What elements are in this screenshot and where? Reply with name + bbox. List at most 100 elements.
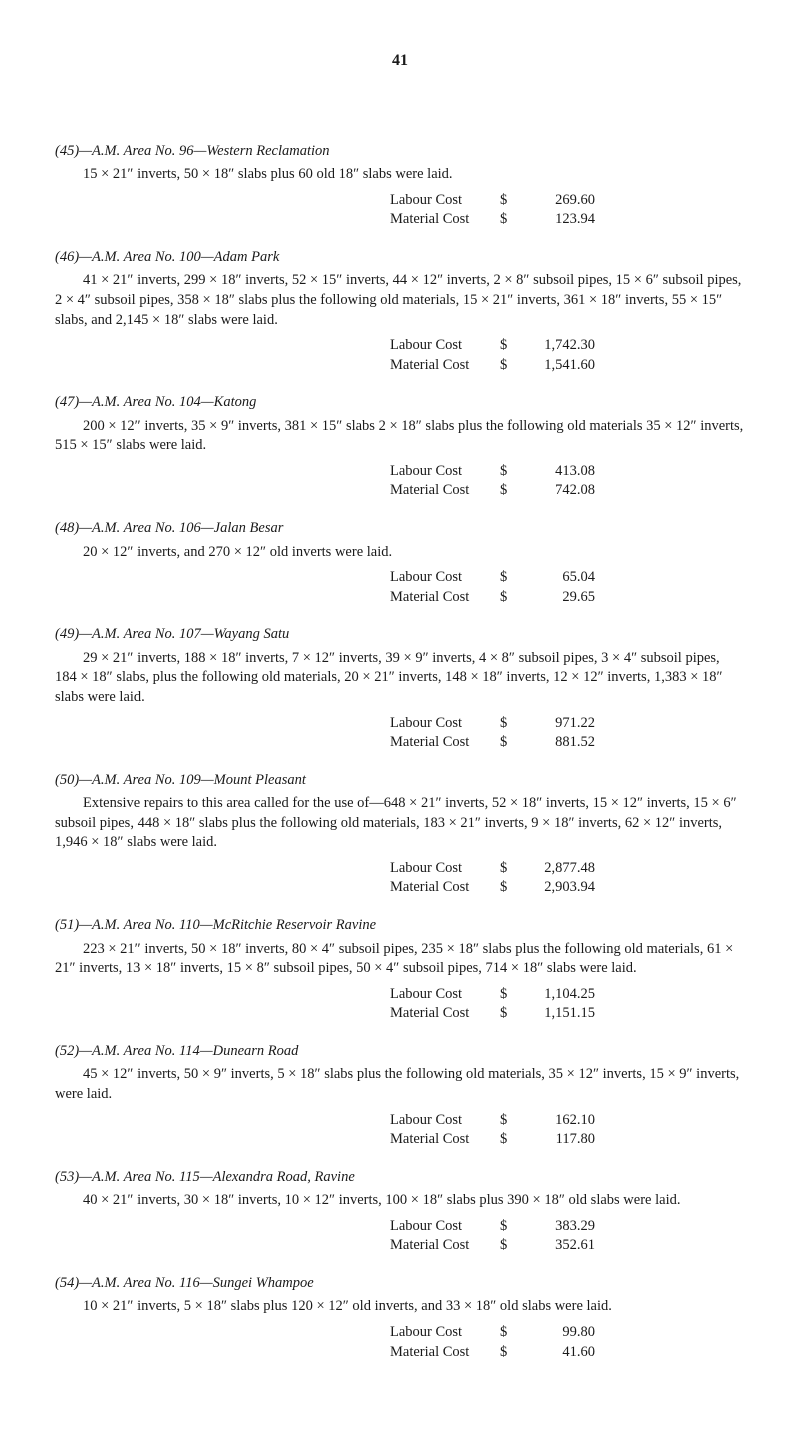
section-body: 223 × 21″ inverts, 50 × 18″ inverts, 80 … <box>55 940 745 979</box>
labour-cost-line: Labour Cost $ 413.08 <box>390 462 595 482</box>
section-heading: (52)—A.M. Area No. 114—Dunearn Road <box>55 1042 745 1062</box>
material-cost-line: Material Cost $ 41.60 <box>390 1343 595 1363</box>
section-heading: (53)—A.M. Area No. 115—Alexandra Road, R… <box>55 1168 745 1188</box>
material-cost-line: Material Cost $ 742.08 <box>390 481 595 501</box>
section-51: (51)—A.M. Area No. 110—McRitchie Reservo… <box>55 916 745 1024</box>
labour-label: Labour Cost <box>390 859 500 879</box>
section-body: Extensive repairs to this area called fo… <box>55 794 745 853</box>
material-label: Material Cost <box>390 878 500 898</box>
currency-symbol: $ <box>500 859 520 879</box>
material-cost-line: Material Cost $ 352.61 <box>390 1236 595 1256</box>
currency-symbol: $ <box>500 1323 520 1343</box>
labour-cost-line: Labour Cost $ 162.10 <box>390 1111 595 1131</box>
material-cost-line: Material Cost $ 1,541.60 <box>390 356 595 376</box>
currency-symbol: $ <box>500 714 520 734</box>
labour-cost-line: Labour Cost $ 2,877.48 <box>390 859 595 879</box>
material-cost-line: Material Cost $ 117.80 <box>390 1130 595 1150</box>
material-value: 117.80 <box>520 1130 595 1150</box>
section-52: (52)—A.M. Area No. 114—Dunearn Road 45 ×… <box>55 1042 745 1150</box>
section-heading: (49)—A.M. Area No. 107—Wayang Satu <box>55 625 745 645</box>
labour-label: Labour Cost <box>390 336 500 356</box>
currency-symbol: $ <box>500 985 520 1005</box>
currency-symbol: $ <box>500 588 520 608</box>
material-value: 881.52 <box>520 733 595 753</box>
currency-symbol: $ <box>500 733 520 753</box>
section-53: (53)—A.M. Area No. 115—Alexandra Road, R… <box>55 1168 745 1256</box>
material-value: 1,151.15 <box>520 1004 595 1024</box>
section-heading: (45)—A.M. Area No. 96—Western Reclamatio… <box>55 142 745 162</box>
section-48: (48)—A.M. Area No. 106—Jalan Besar 20 × … <box>55 519 745 607</box>
labour-value: 2,877.48 <box>520 859 595 879</box>
section-body: 29 × 21″ inverts, 188 × 18″ inverts, 7 ×… <box>55 649 745 708</box>
section-heading: (47)—A.M. Area No. 104—Katong <box>55 393 745 413</box>
section-49: (49)—A.M. Area No. 107—Wayang Satu 29 × … <box>55 625 745 752</box>
section-47: (47)—A.M. Area No. 104—Katong 200 × 12″ … <box>55 393 745 501</box>
material-label: Material Cost <box>390 1130 500 1150</box>
material-value: 352.61 <box>520 1236 595 1256</box>
section-54: (54)—A.M. Area No. 116—Sungei Whampoe 10… <box>55 1274 745 1362</box>
material-cost-line: Material Cost $ 29.65 <box>390 588 595 608</box>
page-number: 41 <box>55 50 745 72</box>
labour-value: 65.04 <box>520 568 595 588</box>
labour-value: 1,104.25 <box>520 985 595 1005</box>
labour-label: Labour Cost <box>390 985 500 1005</box>
labour-value: 413.08 <box>520 462 595 482</box>
cost-block: Labour Cost $ 65.04 Material Cost $ 29.6… <box>55 568 745 607</box>
material-value: 2,903.94 <box>520 878 595 898</box>
currency-symbol: $ <box>500 210 520 230</box>
currency-symbol: $ <box>500 878 520 898</box>
labour-value: 971.22 <box>520 714 595 734</box>
labour-label: Labour Cost <box>390 462 500 482</box>
currency-symbol: $ <box>500 1004 520 1024</box>
currency-symbol: $ <box>500 1111 520 1131</box>
material-label: Material Cost <box>390 588 500 608</box>
cost-block: Labour Cost $ 383.29 Material Cost $ 352… <box>55 1217 745 1256</box>
currency-symbol: $ <box>500 568 520 588</box>
section-heading: (48)—A.M. Area No. 106—Jalan Besar <box>55 519 745 539</box>
material-label: Material Cost <box>390 1343 500 1363</box>
cost-block: Labour Cost $ 1,104.25 Material Cost $ 1… <box>55 985 745 1024</box>
section-body: 45 × 12″ inverts, 50 × 9″ inverts, 5 × 1… <box>55 1065 745 1104</box>
labour-label: Labour Cost <box>390 714 500 734</box>
labour-value: 162.10 <box>520 1111 595 1131</box>
section-body: 15 × 21″ inverts, 50 × 18″ slabs plus 60… <box>55 165 745 185</box>
material-label: Material Cost <box>390 356 500 376</box>
cost-block: Labour Cost $ 1,742.30 Material Cost $ 1… <box>55 336 745 375</box>
material-cost-line: Material Cost $ 881.52 <box>390 733 595 753</box>
labour-cost-line: Labour Cost $ 269.60 <box>390 191 595 211</box>
material-value: 742.08 <box>520 481 595 501</box>
currency-symbol: $ <box>500 462 520 482</box>
section-heading: (51)—A.M. Area No. 110—McRitchie Reservo… <box>55 916 745 936</box>
currency-symbol: $ <box>500 1343 520 1363</box>
material-value: 123.94 <box>520 210 595 230</box>
labour-value: 269.60 <box>520 191 595 211</box>
section-heading: (46)—A.M. Area No. 100—Adam Park <box>55 248 745 268</box>
currency-symbol: $ <box>500 1236 520 1256</box>
section-body: 41 × 21″ inverts, 299 × 18″ inverts, 52 … <box>55 271 745 330</box>
section-heading: (54)—A.M. Area No. 116—Sungei Whampoe <box>55 1274 745 1294</box>
cost-block: Labour Cost $ 99.80 Material Cost $ 41.6… <box>55 1323 745 1362</box>
currency-symbol: $ <box>500 356 520 376</box>
labour-value: 99.80 <box>520 1323 595 1343</box>
labour-value: 1,742.30 <box>520 336 595 356</box>
material-cost-line: Material Cost $ 123.94 <box>390 210 595 230</box>
cost-block: Labour Cost $ 413.08 Material Cost $ 742… <box>55 462 745 501</box>
material-value: 1,541.60 <box>520 356 595 376</box>
currency-symbol: $ <box>500 1217 520 1237</box>
section-46: (46)—A.M. Area No. 100—Adam Park 41 × 21… <box>55 248 745 375</box>
labour-label: Labour Cost <box>390 568 500 588</box>
cost-block: Labour Cost $ 269.60 Material Cost $ 123… <box>55 191 745 230</box>
material-label: Material Cost <box>390 1004 500 1024</box>
section-body: 20 × 12″ inverts, and 270 × 12″ old inve… <box>55 543 745 563</box>
material-cost-line: Material Cost $ 1,151.15 <box>390 1004 595 1024</box>
section-50: (50)—A.M. Area No. 109—Mount Pleasant Ex… <box>55 771 745 898</box>
labour-cost-line: Labour Cost $ 383.29 <box>390 1217 595 1237</box>
material-label: Material Cost <box>390 1236 500 1256</box>
labour-cost-line: Labour Cost $ 1,742.30 <box>390 336 595 356</box>
labour-label: Labour Cost <box>390 1111 500 1131</box>
currency-symbol: $ <box>500 191 520 211</box>
labour-label: Labour Cost <box>390 1217 500 1237</box>
currency-symbol: $ <box>500 481 520 501</box>
section-body: 10 × 21″ inverts, 5 × 18″ slabs plus 120… <box>55 1297 745 1317</box>
labour-cost-line: Labour Cost $ 99.80 <box>390 1323 595 1343</box>
